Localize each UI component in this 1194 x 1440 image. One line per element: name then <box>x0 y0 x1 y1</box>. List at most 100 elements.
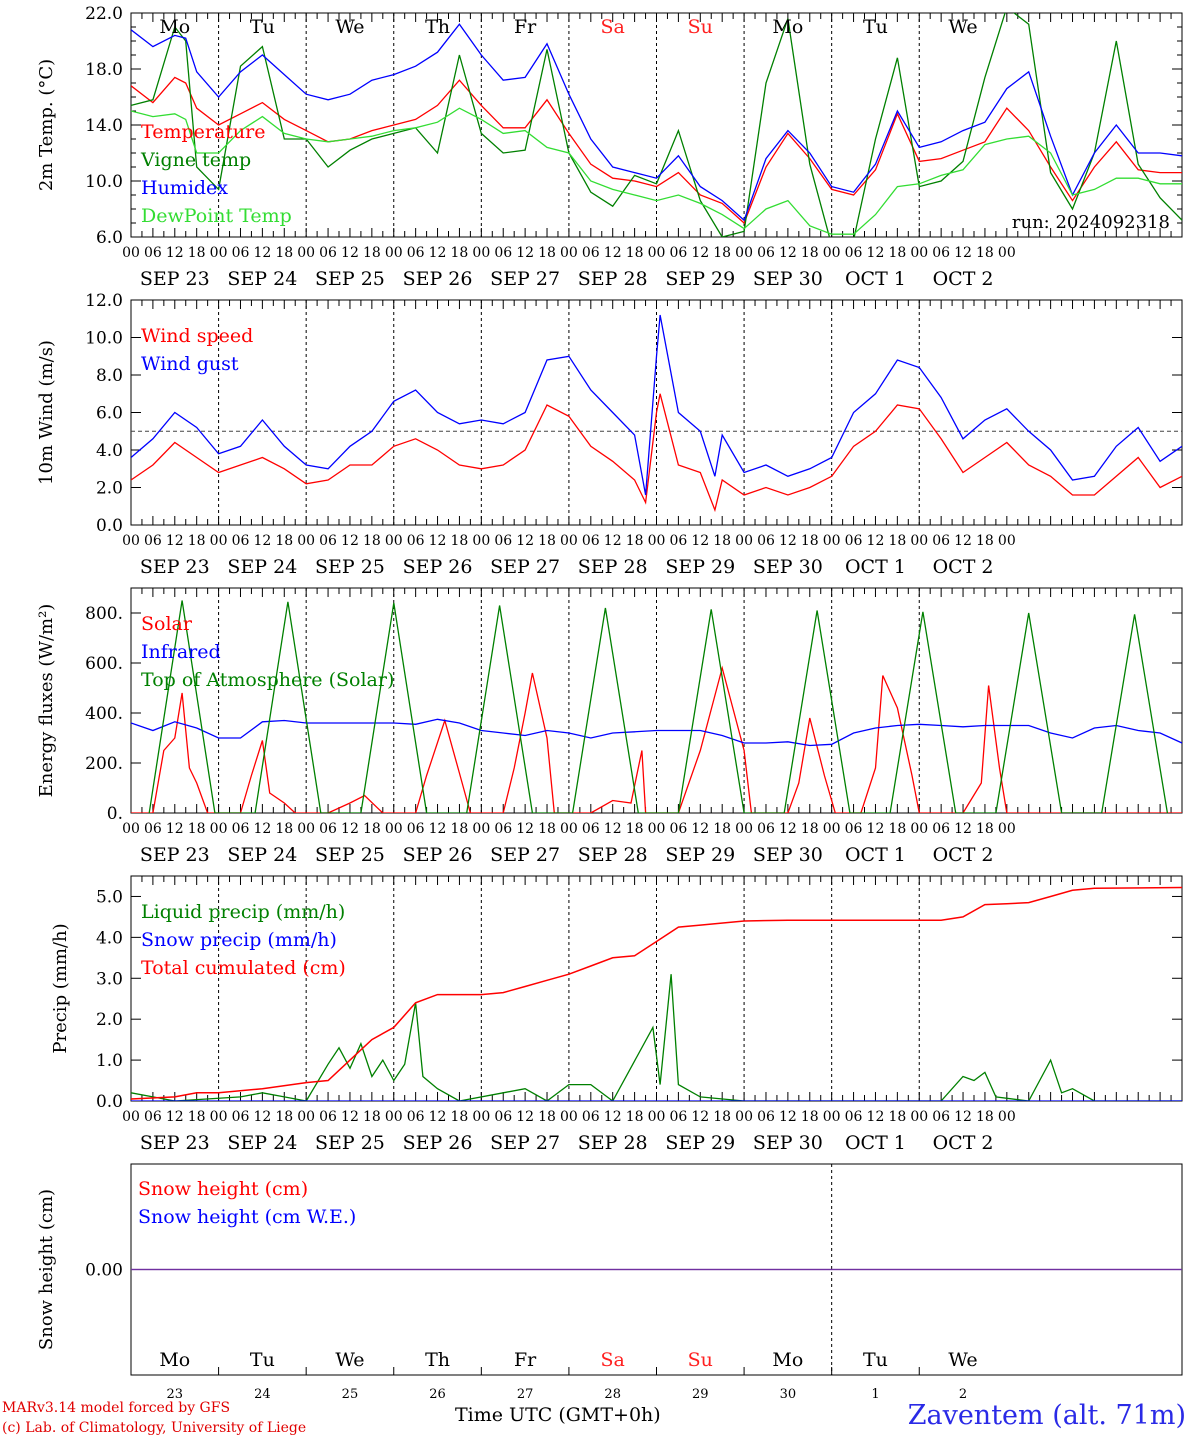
hour-tick-label: 12 <box>691 533 709 549</box>
hour-tick-label: 00 <box>122 533 140 549</box>
date-label: OCT 2 <box>933 556 994 578</box>
date-label: SEP 27 <box>490 556 560 578</box>
hour-tick-label: 18 <box>538 533 556 549</box>
hour-tick-label: 00 <box>910 245 928 261</box>
date-label: OCT 2 <box>933 268 994 290</box>
date-label: OCT 2 <box>933 844 994 866</box>
date-label: SEP 28 <box>578 268 648 290</box>
hour-tick-label: 06 <box>932 533 950 549</box>
date-label: SEP 30 <box>753 1132 823 1154</box>
hour-tick-label: 12 <box>779 1109 797 1125</box>
hour-tick-label: 06 <box>494 245 512 261</box>
hour-tick-label: 00 <box>472 533 490 549</box>
hour-tick-label: 06 <box>757 1109 775 1125</box>
hour-tick-label: 18 <box>538 1109 556 1125</box>
weekday-label-bottom: Mo <box>772 1349 803 1371</box>
hour-tick-label: 18 <box>188 245 206 261</box>
hour-tick-label: 18 <box>626 533 644 549</box>
y-tick-label: 0. <box>107 804 123 824</box>
hour-tick-label: 12 <box>429 533 447 549</box>
hour-tick-label: 12 <box>341 821 359 837</box>
legend-entry: Liquid precip (mm/h) <box>141 901 345 923</box>
y-tick-label: 8.0 <box>96 366 123 386</box>
hour-tick-label: 18 <box>538 821 556 837</box>
date-label: OCT 1 <box>845 268 906 290</box>
hour-tick-label: 00 <box>385 1109 403 1125</box>
y-axis-label: Energy fluxes (W/m²) <box>36 604 57 798</box>
hour-tick-label: 00 <box>823 245 841 261</box>
date-label: SEP 28 <box>578 556 648 578</box>
day-number-label: 2 <box>959 1387 967 1402</box>
y-tick-label: 0.0 <box>96 1092 123 1112</box>
date-label: SEP 26 <box>403 268 473 290</box>
hour-tick-label: 06 <box>319 1109 337 1125</box>
hour-tick-label: 00 <box>297 533 315 549</box>
hour-tick-label: 12 <box>166 533 184 549</box>
hour-tick-label: 06 <box>407 533 425 549</box>
hour-tick-label: 12 <box>516 533 534 549</box>
weekday-label-bottom: Sa <box>601 1349 625 1371</box>
y-tick-label: 10.0 <box>85 329 123 349</box>
hour-tick-label: 06 <box>319 245 337 261</box>
hour-tick-label: 00 <box>648 245 666 261</box>
hour-tick-label: 00 <box>210 1109 228 1125</box>
hour-tick-label: 18 <box>275 533 293 549</box>
hour-tick-label: 12 <box>166 245 184 261</box>
hour-tick-label: 00 <box>122 1109 140 1125</box>
hour-tick-label: 06 <box>669 245 687 261</box>
y-tick-label: 22.0 <box>85 4 123 24</box>
date-label: SEP 25 <box>315 268 385 290</box>
hour-tick-label: 06 <box>669 533 687 549</box>
hour-tick-label: 12 <box>779 245 797 261</box>
weekday-label: Mo <box>159 16 190 38</box>
weekday-label-bottom: We <box>335 1349 364 1371</box>
legend-entry: Total cumulated (cm) <box>141 957 346 979</box>
hour-tick-label: 00 <box>648 821 666 837</box>
weekday-label-bottom: Th <box>425 1349 450 1371</box>
station-label: Zaventem (alt. 71m) <box>907 1400 1186 1431</box>
hour-tick-label: 12 <box>604 1109 622 1125</box>
legend-entry: Infrared <box>141 641 221 663</box>
hour-tick-label: 06 <box>494 533 512 549</box>
date-label: SEP 26 <box>403 844 473 866</box>
hour-tick-label: 00 <box>648 1109 666 1125</box>
weekday-label-bottom: Mo <box>159 1349 190 1371</box>
date-label: SEP 25 <box>315 556 385 578</box>
weekday-label: Mo <box>772 16 803 38</box>
hour-tick-label: 18 <box>275 1109 293 1125</box>
hour-tick-label: 18 <box>713 245 731 261</box>
y-tick-label: 14.0 <box>85 116 123 136</box>
weekday-label: We <box>335 16 364 38</box>
y-tick-label: 6.0 <box>96 404 123 424</box>
date-label: SEP 28 <box>578 844 648 866</box>
hour-tick-label: 06 <box>757 245 775 261</box>
weekday-label: We <box>948 16 977 38</box>
hour-tick-label: 00 <box>560 533 578 549</box>
legend-entry: Humidex <box>141 177 228 199</box>
hour-tick-label: 06 <box>845 1109 863 1125</box>
hour-tick-label: 18 <box>801 1109 819 1125</box>
day-number-label: 25 <box>342 1387 359 1402</box>
hour-tick-label: 12 <box>516 1109 534 1125</box>
hour-tick-label: 12 <box>341 245 359 261</box>
weekday-label-bottom: Fr <box>514 1349 537 1371</box>
hour-tick-label: 00 <box>910 821 928 837</box>
hour-tick-label: 06 <box>319 821 337 837</box>
y-tick-label: 2.0 <box>96 479 123 499</box>
hour-tick-label: 06 <box>319 533 337 549</box>
hour-tick-label: 06 <box>494 1109 512 1125</box>
hour-tick-label: 18 <box>275 821 293 837</box>
weekday-label: Sa <box>601 16 625 38</box>
y-axis-label: Snow height (cm) <box>36 1189 57 1350</box>
day-number-label: 23 <box>167 1387 184 1402</box>
y-tick-label: 800. <box>85 604 123 624</box>
hour-tick-label: 06 <box>845 245 863 261</box>
hour-tick-label: 18 <box>626 1109 644 1125</box>
legend-entry: Solar <box>141 613 193 635</box>
y-tick-label: 6.0 <box>96 228 123 248</box>
panel-frame <box>130 12 1183 238</box>
date-label: SEP 26 <box>403 556 473 578</box>
hour-tick-label: 00 <box>472 821 490 837</box>
day-number-label: 1 <box>871 1387 879 1402</box>
hour-tick-label: 06 <box>582 245 600 261</box>
